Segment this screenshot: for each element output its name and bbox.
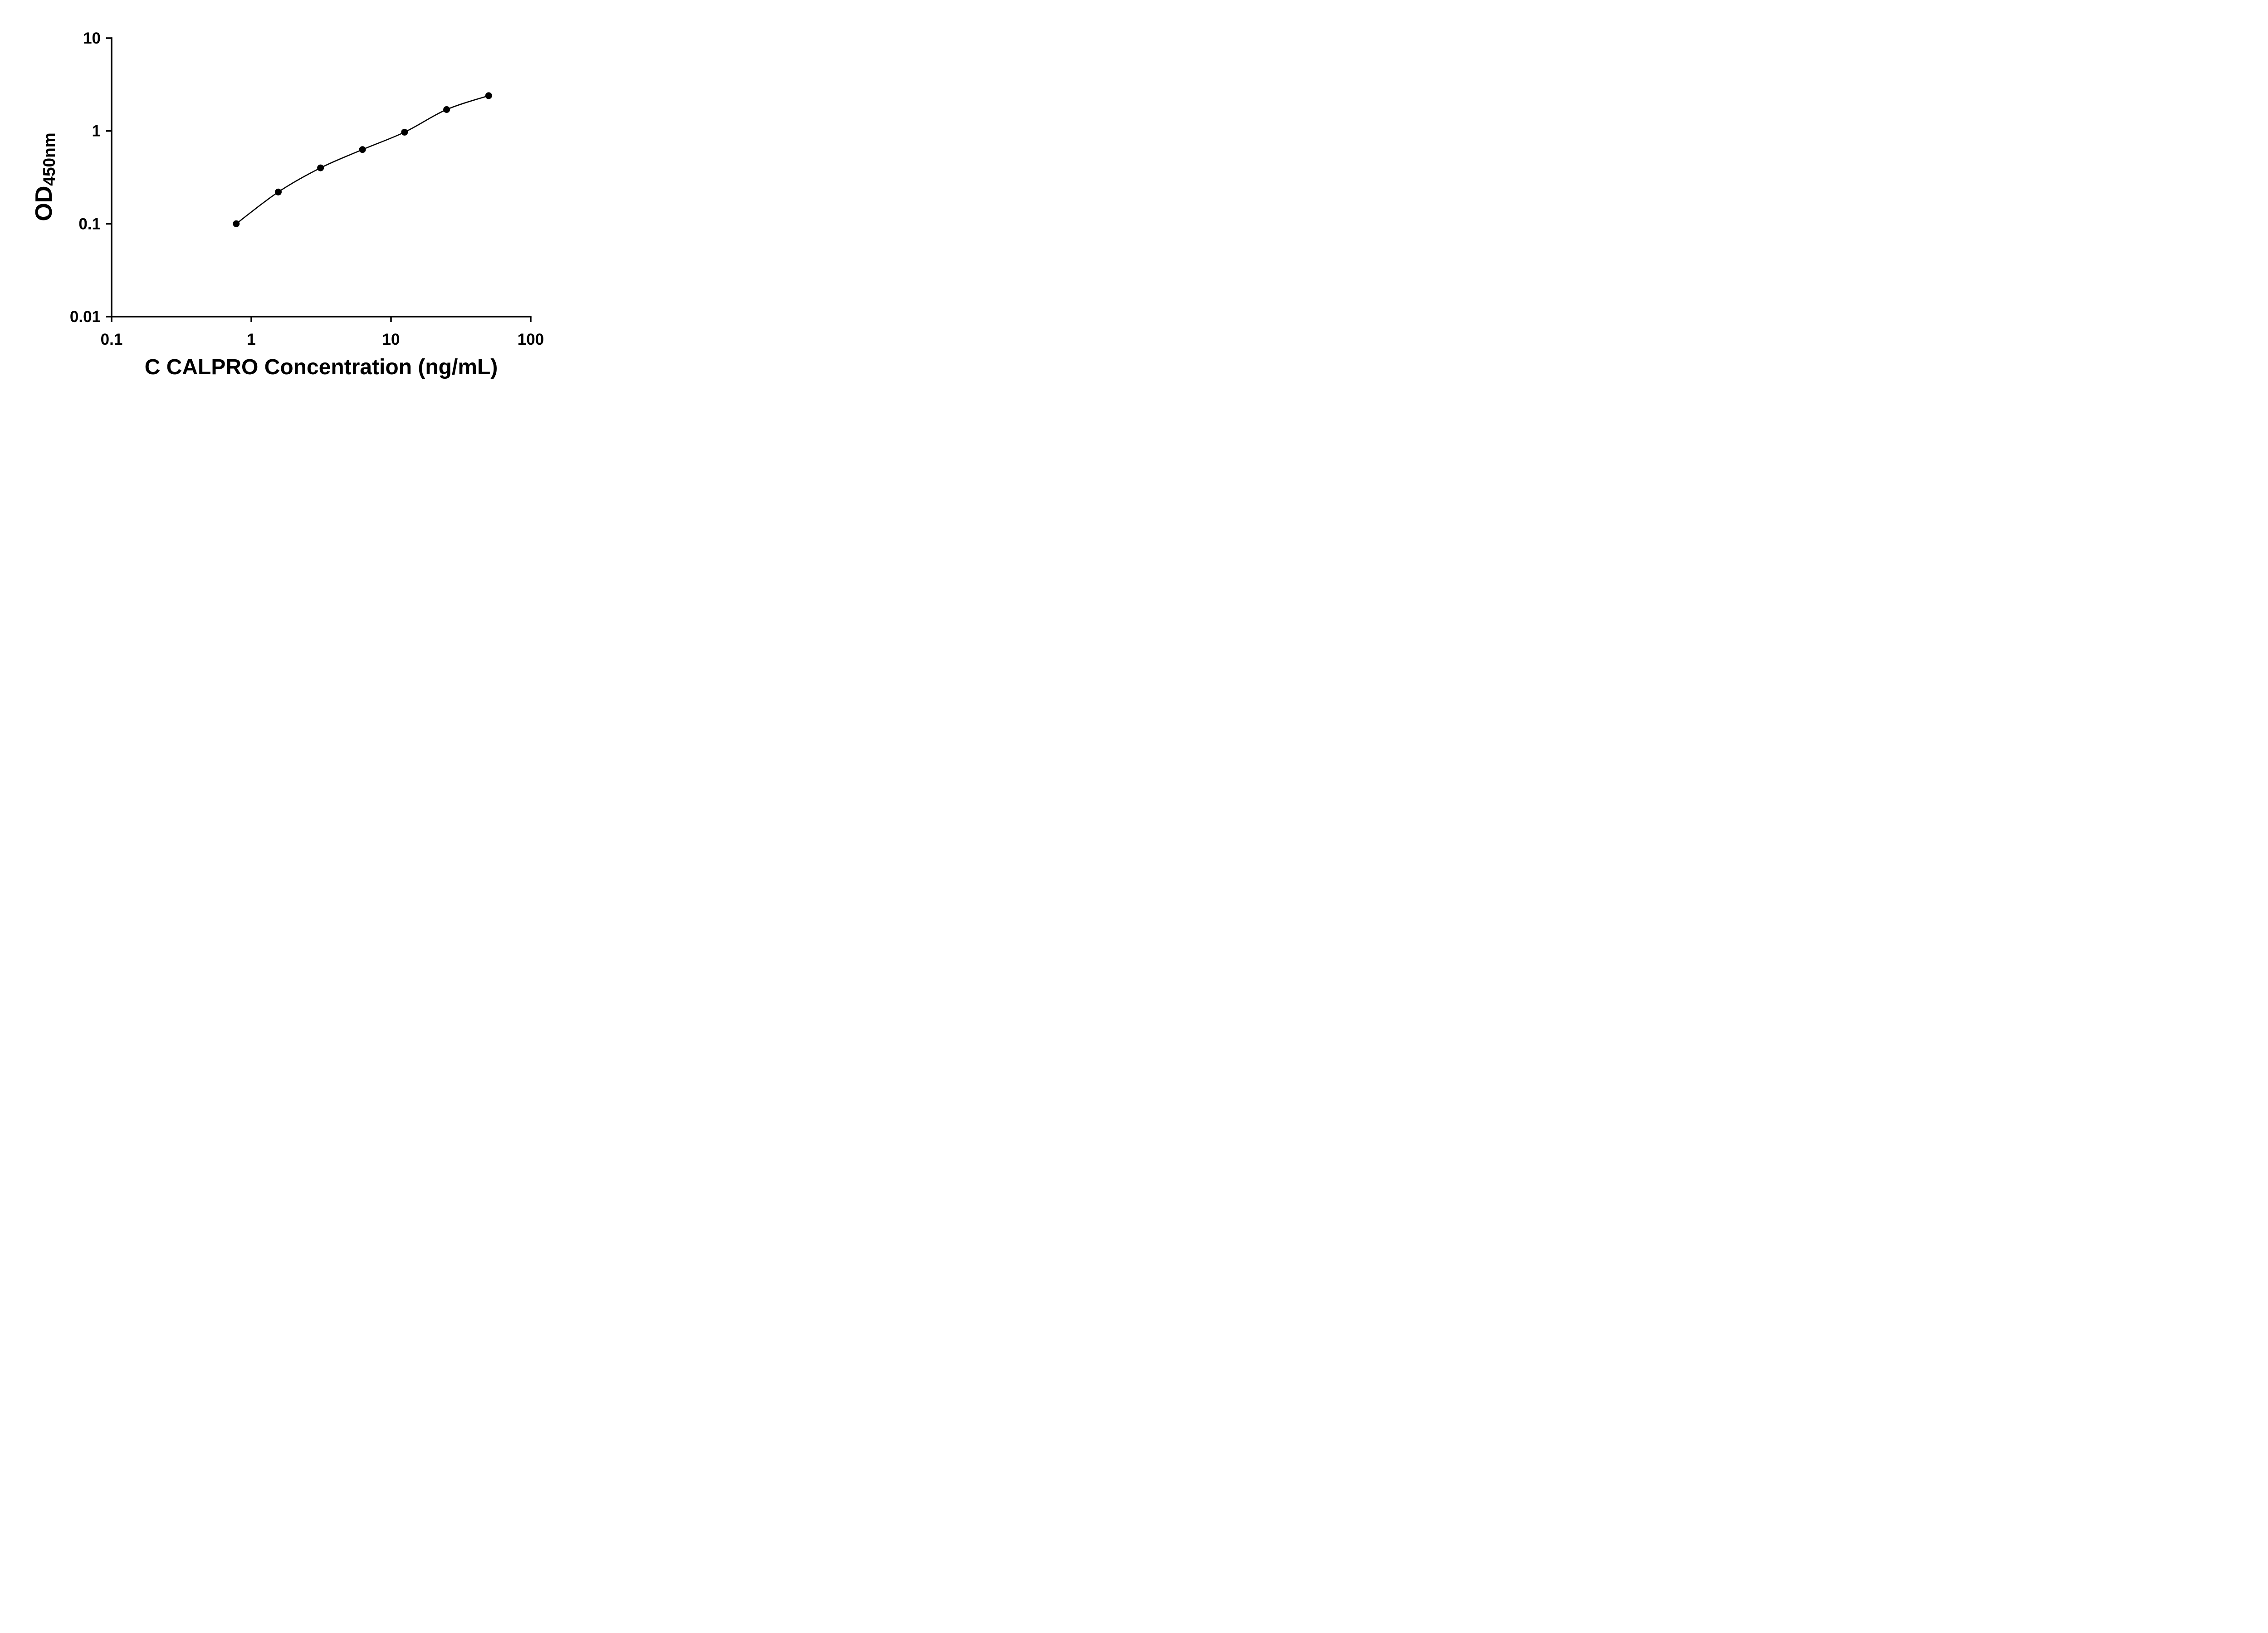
elisa-standard-curve-figure: 0.1 1 10 100 0.01 0.1 1 10 OD450nm C CALPRO Con… xyxy=(0,0,583,408)
y-axis-title-main: OD xyxy=(31,186,57,221)
x-tick-label: 0.1 xyxy=(101,331,123,348)
data-point-marker xyxy=(317,164,324,171)
y-tick-label: 1 xyxy=(92,122,101,140)
data-point-marker xyxy=(443,106,450,113)
y-axis-title-subscript: 450nm xyxy=(40,132,59,186)
x-tick-label: 100 xyxy=(518,331,544,348)
data-point-marker xyxy=(233,220,240,227)
x-axis-title: C CALPRO Concentration (ng/mL) xyxy=(144,355,498,379)
y-tick-label: 0.1 xyxy=(78,215,101,233)
x-tick-label: 10 xyxy=(382,331,400,348)
data-point-marker xyxy=(401,128,408,136)
x-tick-label: 1 xyxy=(247,331,255,348)
y-axis-title: OD450nm xyxy=(30,132,59,221)
data-point-marker xyxy=(275,188,282,196)
y-tick-label: 10 xyxy=(83,29,101,47)
data-point-marker xyxy=(359,146,366,153)
data-point-marker xyxy=(485,92,492,99)
fit-curve xyxy=(236,95,489,225)
y-tick-label: 0.01 xyxy=(70,308,101,326)
